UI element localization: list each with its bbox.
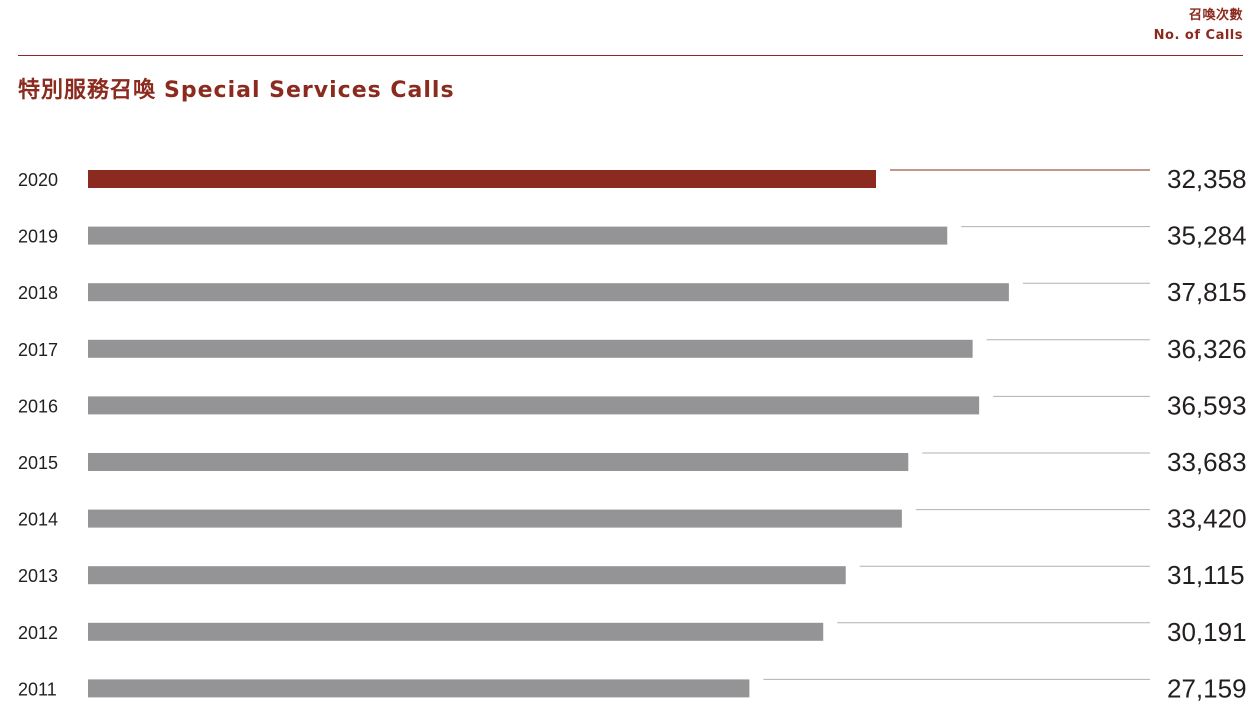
year-label: 2016 <box>18 396 58 416</box>
unit-label-zh: 召喚次數 <box>1188 8 1243 23</box>
chart-title-en: Special Services Calls <box>164 78 455 103</box>
year-label: 2014 <box>18 510 58 530</box>
year-label: 2017 <box>18 340 58 360</box>
value-label: 31,115 <box>1167 560 1245 590</box>
year-label: 2012 <box>18 623 58 643</box>
value-label: 27,159 <box>1167 673 1247 703</box>
bar <box>88 396 980 415</box>
value-label: 33,420 <box>1167 504 1247 534</box>
unit-label-en: No. of Calls <box>1153 28 1243 43</box>
value-label: 37,815 <box>1167 277 1247 307</box>
value-label: 33,683 <box>1167 447 1247 477</box>
header-rule <box>18 55 1243 56</box>
bar <box>88 622 824 641</box>
chart-title: 特別服務召喚 Special Services Calls <box>18 72 455 104</box>
year-label: 2013 <box>18 566 58 586</box>
year-label: 2020 <box>18 170 58 190</box>
unit-label: 召喚次數 No. of Calls <box>1154 6 1243 46</box>
year-label: 2018 <box>18 283 58 303</box>
bar <box>88 339 973 358</box>
bar <box>88 226 948 245</box>
value-label: 32,358 <box>1167 164 1247 194</box>
chart-title-zh: 特別服務召喚 <box>18 78 157 103</box>
bar <box>88 283 1009 302</box>
bar <box>88 509 902 528</box>
bar <box>88 566 846 585</box>
value-label: 36,593 <box>1167 390 1247 420</box>
bar <box>88 453 909 471</box>
value-label: 35,284 <box>1167 221 1247 251</box>
value-label: 36,326 <box>1167 334 1247 364</box>
bar <box>88 679 750 698</box>
value-label: 30,191 <box>1167 617 1247 647</box>
year-label: 2019 <box>18 227 58 247</box>
bar-highlight <box>88 170 876 188</box>
year-label: 2011 <box>18 679 57 699</box>
year-label: 2015 <box>18 453 58 473</box>
